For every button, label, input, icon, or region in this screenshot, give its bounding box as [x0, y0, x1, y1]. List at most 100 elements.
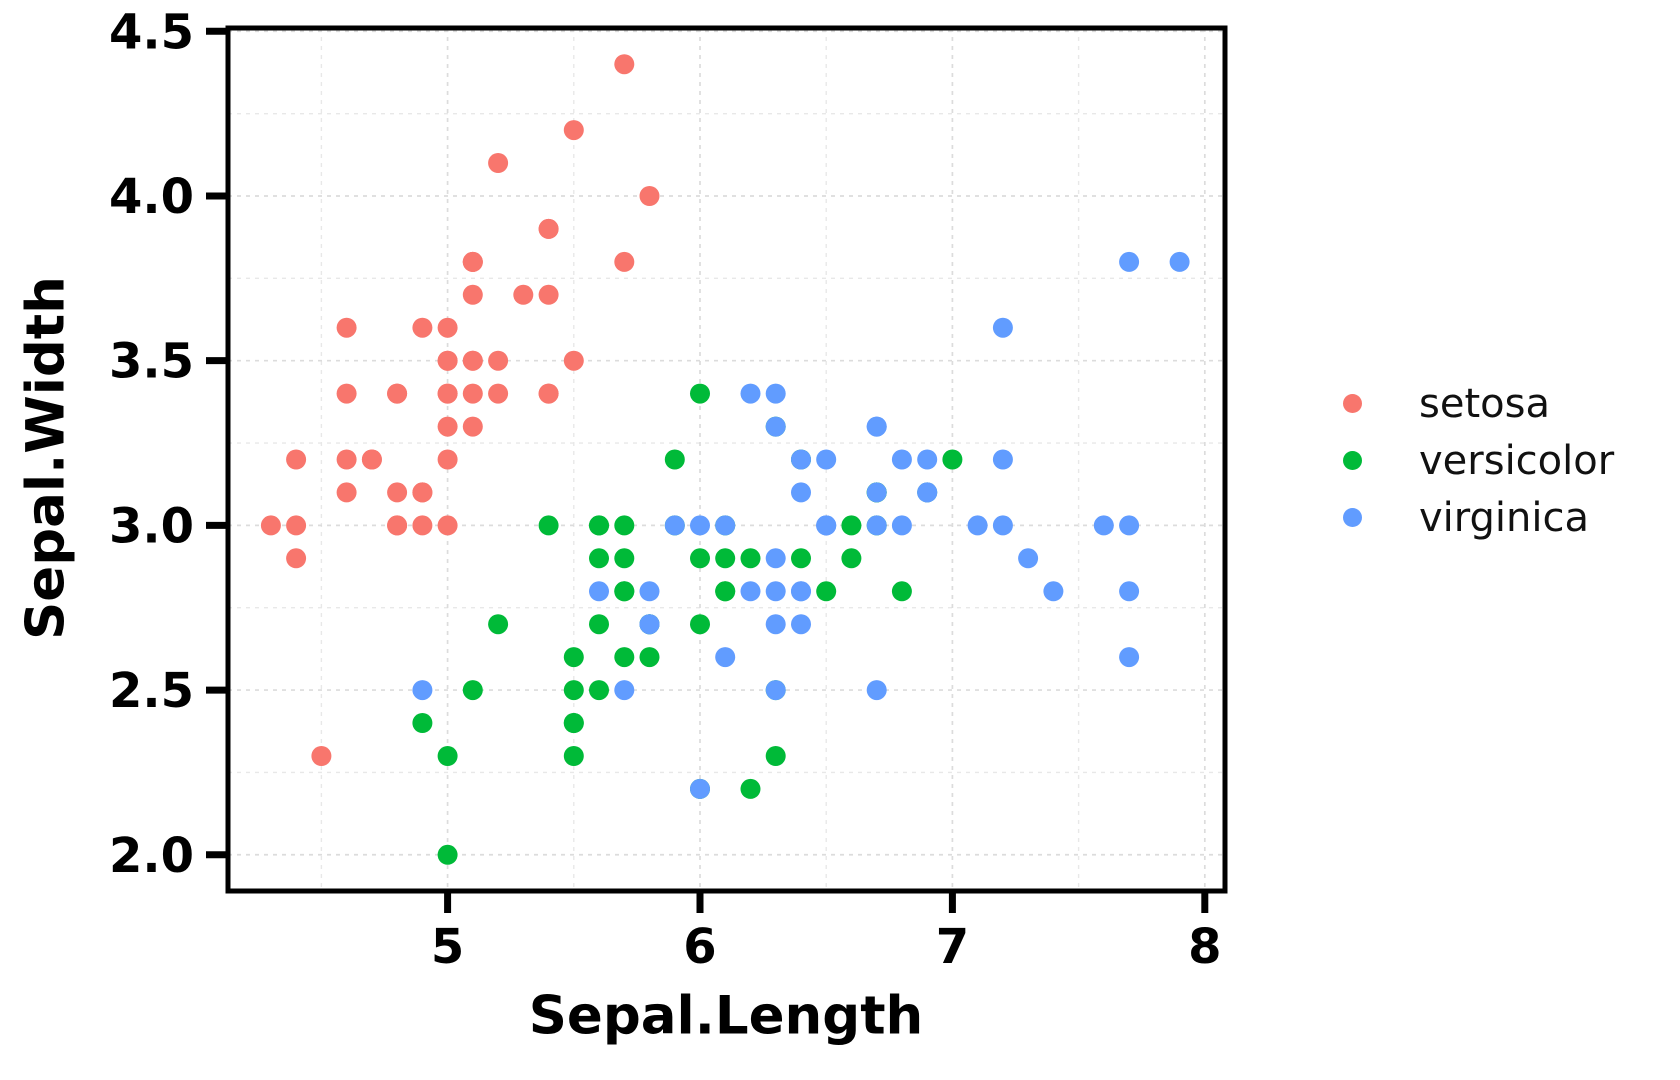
data-point-setosa: [513, 284, 534, 305]
data-point-setosa: [286, 515, 307, 536]
data-point-virginica: [1018, 548, 1039, 569]
data-point-setosa: [311, 746, 332, 766]
data-point-versicolor: [563, 647, 584, 668]
data-point-setosa: [488, 350, 509, 371]
data-point-virginica: [765, 680, 786, 701]
legend-item-versicolor: versicolor: [1343, 432, 1614, 489]
data-point-setosa: [614, 251, 635, 272]
panel-border: [225, 25, 1228, 894]
data-point-virginica: [765, 416, 786, 437]
data-point-versicolor: [589, 680, 609, 701]
data-point-versicolor: [589, 515, 609, 536]
data-point-setosa: [488, 383, 509, 404]
data-point-setosa: [462, 350, 483, 371]
data-point-setosa: [437, 383, 458, 404]
data-point-versicolor: [791, 548, 811, 569]
legend-item-setosa: setosa: [1343, 375, 1614, 432]
data-point-versicolor: [412, 713, 433, 733]
data-point-virginica: [412, 680, 433, 701]
data-point-virginica: [816, 449, 837, 470]
data-point-versicolor: [816, 581, 837, 602]
data-point-versicolor: [690, 383, 710, 404]
y-tick-label: 2.0: [109, 828, 194, 884]
data-point-virginica: [866, 482, 887, 503]
data-point-setosa: [336, 449, 357, 470]
data-point-setosa: [538, 218, 559, 239]
data-point-virginica: [639, 614, 660, 635]
data-point-setosa: [387, 482, 408, 503]
x-tick-label: 5: [431, 919, 464, 975]
data-point-versicolor: [437, 746, 458, 766]
legend-label-setosa: setosa: [1419, 380, 1550, 427]
data-point-versicolor: [589, 548, 609, 569]
data-point-setosa: [488, 153, 509, 173]
data-point-virginica: [917, 482, 938, 503]
data-point-setosa: [387, 383, 408, 404]
data-point-versicolor: [563, 746, 584, 766]
x-axis-title: Sepal.Length: [528, 985, 924, 1047]
data-point-virginica: [765, 383, 786, 404]
data-point-virginica: [1119, 515, 1140, 536]
data-point-versicolor: [614, 548, 635, 569]
data-point-virginica: [992, 515, 1013, 536]
data-point-virginica: [1119, 251, 1140, 272]
data-point-virginica: [992, 449, 1013, 470]
data-point-virginica: [1119, 647, 1140, 668]
data-point-virginica: [791, 581, 811, 602]
data-point-versicolor: [639, 647, 660, 668]
data-point-setosa: [563, 350, 584, 371]
legend-label-versicolor: versicolor: [1419, 437, 1615, 484]
data-point-versicolor: [740, 778, 761, 799]
data-point-versicolor: [841, 548, 862, 569]
data-point-virginica: [1119, 581, 1140, 602]
data-point-versicolor: [462, 680, 483, 701]
legend-swatch-virginica-icon: [1343, 508, 1362, 527]
y-tick-label: 2.5: [109, 663, 194, 719]
data-point-versicolor: [614, 647, 635, 668]
data-point-virginica: [1169, 251, 1190, 272]
data-point-versicolor: [740, 548, 761, 569]
legend-label-virginica: virginica: [1419, 494, 1589, 541]
legend-swatch-versicolor-icon: [1343, 451, 1362, 470]
data-point-virginica: [866, 680, 887, 701]
y-tick-label: 3.5: [109, 334, 194, 390]
data-point-virginica: [740, 383, 761, 404]
data-point-virginica: [765, 548, 786, 569]
data-point-virginica: [639, 581, 660, 602]
data-point-virginica: [589, 581, 609, 602]
data-point-setosa: [336, 317, 357, 338]
data-point-setosa: [437, 416, 458, 437]
legend: setosa versicolor virginica: [1343, 375, 1614, 546]
data-point-virginica: [866, 515, 887, 536]
data-point-virginica: [690, 515, 710, 536]
data-point-versicolor: [765, 746, 786, 766]
data-point-versicolor: [614, 581, 635, 602]
data-point-versicolor: [664, 449, 685, 470]
data-point-versicolor: [841, 515, 862, 536]
data-point-virginica: [866, 416, 887, 437]
data-point-setosa: [437, 449, 458, 470]
data-point-virginica: [992, 317, 1013, 338]
legend-swatch-setosa-icon: [1343, 394, 1362, 413]
data-point-versicolor: [538, 515, 559, 536]
data-point-setosa: [538, 284, 559, 305]
data-point-setosa: [437, 350, 458, 371]
data-point-versicolor: [488, 614, 509, 635]
x-tick-label: 6: [683, 919, 716, 975]
data-point-setosa: [462, 284, 483, 305]
data-point-setosa: [437, 515, 458, 536]
data-point-virginica: [816, 515, 837, 536]
data-point-virginica: [765, 614, 786, 635]
data-point-setosa: [462, 251, 483, 272]
data-point-versicolor: [437, 844, 458, 865]
data-point-virginica: [967, 515, 988, 536]
data-point-virginica: [715, 647, 736, 668]
data-point-virginica: [891, 449, 912, 470]
data-point-setosa: [614, 54, 635, 75]
data-point-virginica: [740, 581, 761, 602]
data-point-virginica: [715, 515, 736, 536]
y-tick-label: 4.0: [109, 169, 194, 225]
data-point-setosa: [387, 515, 408, 536]
